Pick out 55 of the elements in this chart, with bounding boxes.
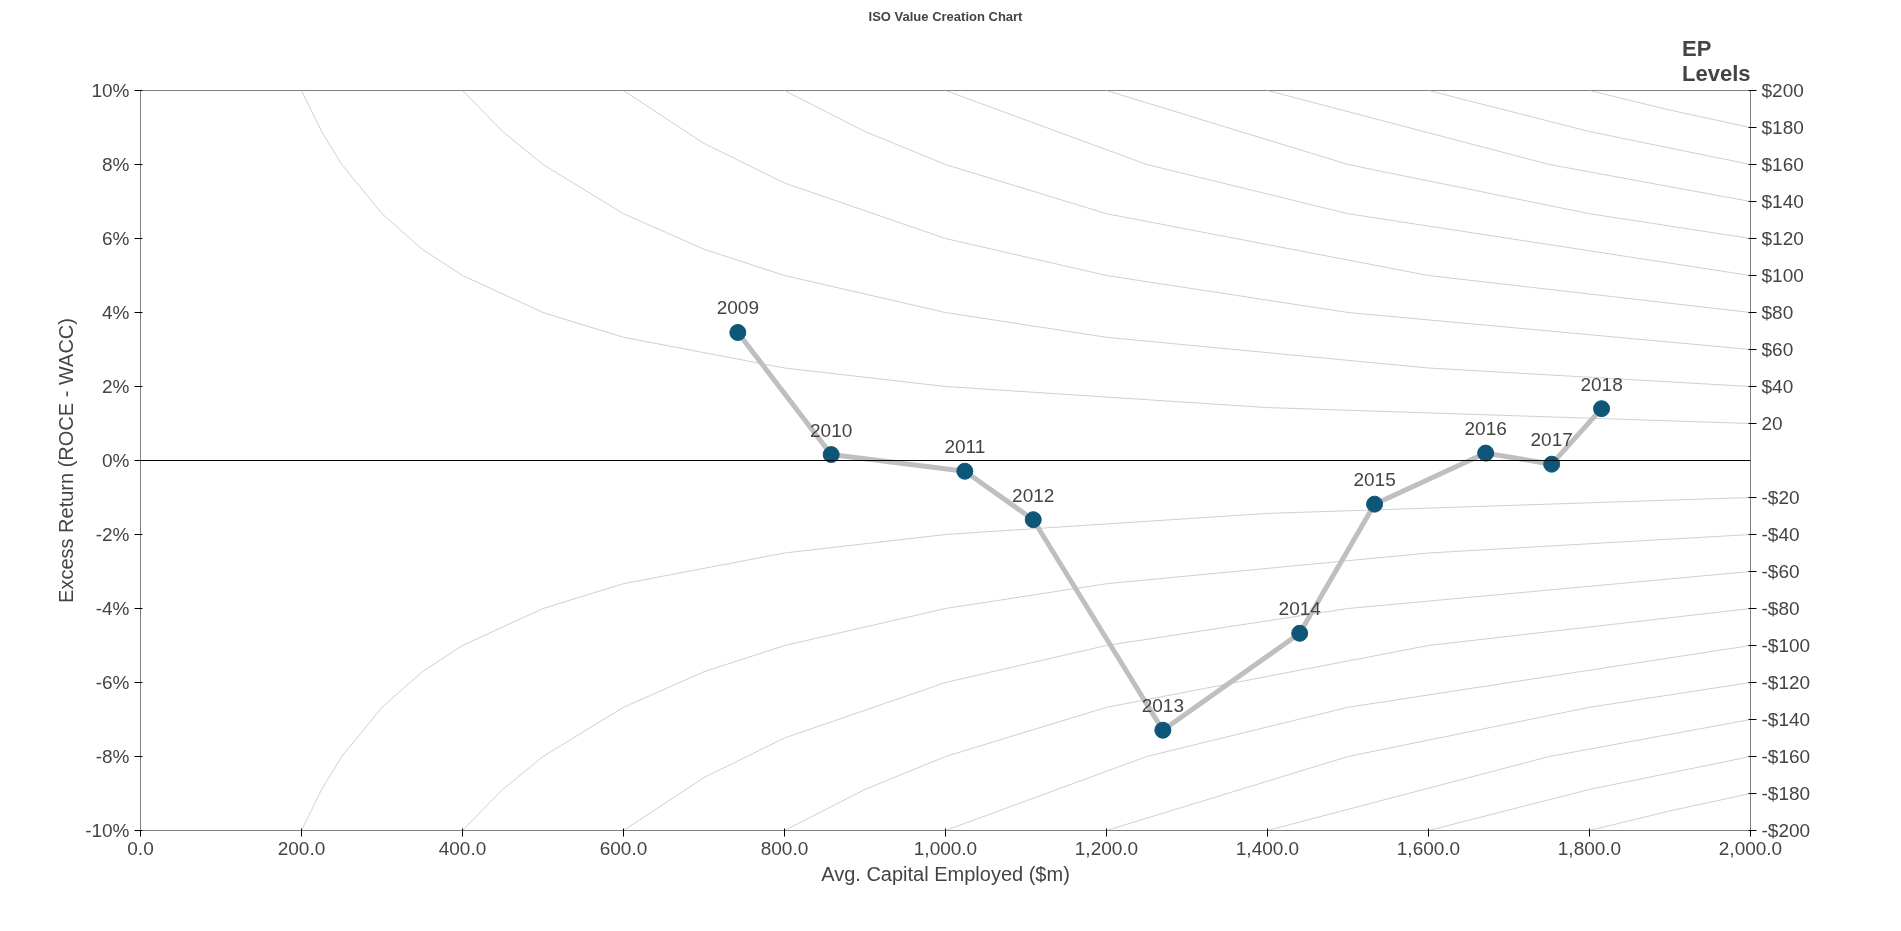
- y-tick-label: 6%: [102, 228, 130, 249]
- annotation: 2018: [1580, 373, 1623, 395]
- y2-tick-label: $80: [1761, 302, 1794, 323]
- y2-tick-label: -$120: [1761, 672, 1811, 693]
- x-axis-title: Avg. Capital Employed ($m): [821, 862, 1070, 885]
- x-tick-label: 1,400.0: [1235, 837, 1300, 859]
- y-tick-label: 10%: [91, 80, 130, 101]
- y-tick-label: 8%: [102, 154, 130, 175]
- annotation: 2016: [1464, 418, 1507, 440]
- x-tick-label: 200.0: [277, 837, 326, 859]
- y2-tick-label: -$160: [1761, 746, 1811, 767]
- annotation: 2012: [1012, 484, 1055, 506]
- y2-tick-label: -$100: [1761, 635, 1811, 656]
- y2-tick-label: $140: [1761, 191, 1804, 212]
- y-tick-label: 4%: [102, 302, 130, 323]
- x-tick-label: 1,800.0: [1557, 837, 1622, 859]
- y-tick-label: -10%: [85, 820, 130, 841]
- y2-tick-label: $60: [1761, 339, 1794, 360]
- x-tick-label: 1,200.0: [1074, 837, 1139, 859]
- y2-tick-label: $200: [1761, 80, 1804, 101]
- y2-tick-label: -$40: [1761, 524, 1800, 545]
- y2-tick-label: -$20: [1761, 487, 1800, 508]
- x-tick-label: 800.0: [760, 837, 809, 859]
- x-tick-label: 1,000.0: [913, 837, 978, 859]
- y-tick-label: -2%: [95, 524, 130, 545]
- y2-tick-label: $120: [1761, 228, 1804, 249]
- x-tick-label: 600.0: [599, 837, 648, 859]
- y-tick-label: 0%: [102, 450, 130, 471]
- y-tick-label: -8%: [95, 746, 130, 767]
- y-tick-label: -6%: [95, 672, 130, 693]
- y-tick-label: 2%: [102, 376, 130, 397]
- annotation: 2013: [1141, 695, 1184, 717]
- y2-tick-label: -$180: [1761, 783, 1811, 804]
- x-tick-label: 1,600.0: [1396, 837, 1461, 859]
- x-tick-label: 0.0: [127, 837, 154, 859]
- y2-axis-title: EP Levels: [1682, 35, 1751, 86]
- y-tick-label: -4%: [95, 598, 130, 619]
- y2-tick-label: $160: [1761, 154, 1804, 175]
- chart-title: ISO Value Creation Chart: [868, 8, 1024, 24]
- y2-tick-label: 20: [1761, 413, 1783, 434]
- y2-tick-label: $40: [1761, 376, 1794, 397]
- y2-tick-label: -$80: [1761, 598, 1800, 619]
- annotation: 2017: [1530, 429, 1573, 451]
- y2-tick-label: $100: [1761, 265, 1804, 286]
- y2-tick-label: -$200: [1761, 820, 1811, 841]
- y2-tick-label: $180: [1761, 117, 1804, 138]
- annotation: 2011: [944, 436, 986, 458]
- y2-tick-label: -$140: [1761, 709, 1811, 730]
- annotation: 2014: [1278, 598, 1322, 620]
- annotation: 2009: [716, 297, 759, 319]
- annotation: 2010: [810, 419, 853, 441]
- y2-tick-label: -$60: [1761, 561, 1800, 582]
- x-tick-label: 400.0: [438, 837, 487, 859]
- y-axis-title: Excess Return (ROCE - WACC): [55, 318, 78, 603]
- annotation: 2015: [1353, 469, 1396, 491]
